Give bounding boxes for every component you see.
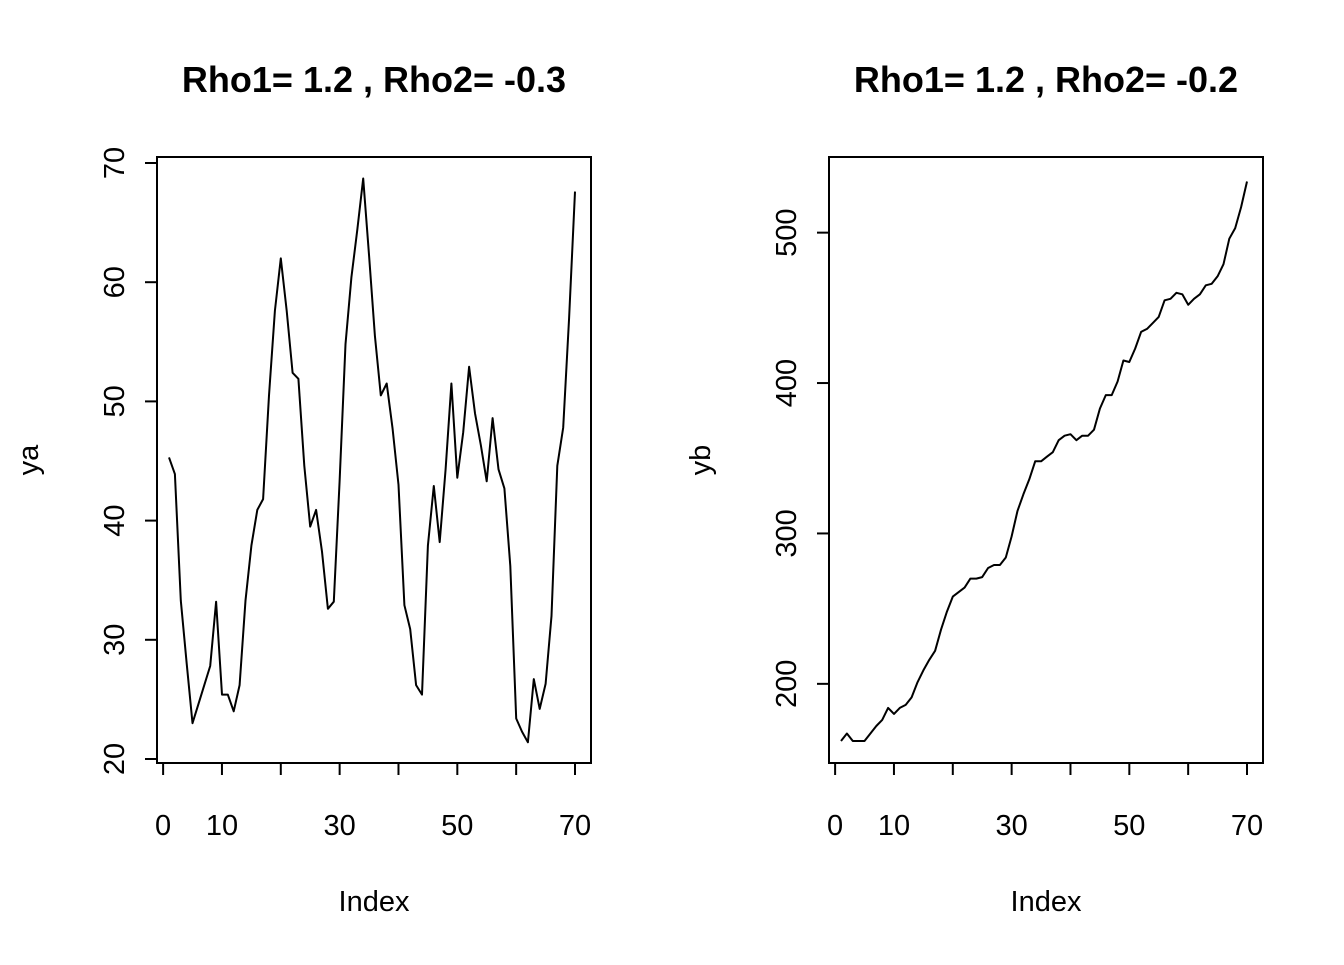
plot-frame — [156, 156, 592, 764]
x-axis-label: Index — [1011, 886, 1082, 918]
x-tick-label: 50 — [1113, 810, 1145, 842]
chart-panel-yb: Rho1= 1.2 , Rho2= -0.2 Index yb 0 10 30 50 7… — [685, 59, 1264, 918]
y-tick-label: 30 — [99, 624, 131, 656]
series-line — [168, 177, 576, 744]
y-tick-label: 400 — [771, 359, 803, 407]
x-tick-label: 10 — [206, 810, 238, 842]
plot-frame — [828, 156, 1264, 764]
x-tick-label: 30 — [996, 810, 1028, 842]
x-tick-label: 70 — [559, 810, 591, 842]
x-tick-label: 30 — [324, 810, 356, 842]
x-axis-label: Index — [339, 886, 410, 918]
y-tick-label: 70 — [99, 147, 131, 179]
series-line — [840, 181, 1248, 742]
chart-title: Rho1= 1.2 , Rho2= -0.2 — [854, 59, 1238, 100]
x-tick-label: 10 — [878, 810, 910, 842]
y-tick-label: 40 — [99, 504, 131, 536]
x-tick-label: 70 — [1231, 810, 1263, 842]
chart-panel-ya: Rho1= 1.2 , Rho2= -0.3 Index ya 0 10 30 50 7… — [13, 59, 592, 918]
y-tick-label: 300 — [771, 509, 803, 557]
x-tick-label: 0 — [827, 810, 843, 842]
x-tick-label: 0 — [155, 810, 171, 842]
y-tick-label: 50 — [99, 385, 131, 417]
y-axis-label: yb — [685, 445, 717, 476]
y-tick-label: 20 — [99, 743, 131, 775]
y-tick-label: 60 — [99, 266, 131, 298]
chart-title: Rho1= 1.2 , Rho2= -0.3 — [182, 59, 566, 100]
y-axis-label: ya — [13, 444, 45, 476]
x-tick-label: 50 — [441, 810, 473, 842]
y-tick-label: 500 — [771, 208, 803, 256]
y-tick-label: 200 — [771, 660, 803, 708]
